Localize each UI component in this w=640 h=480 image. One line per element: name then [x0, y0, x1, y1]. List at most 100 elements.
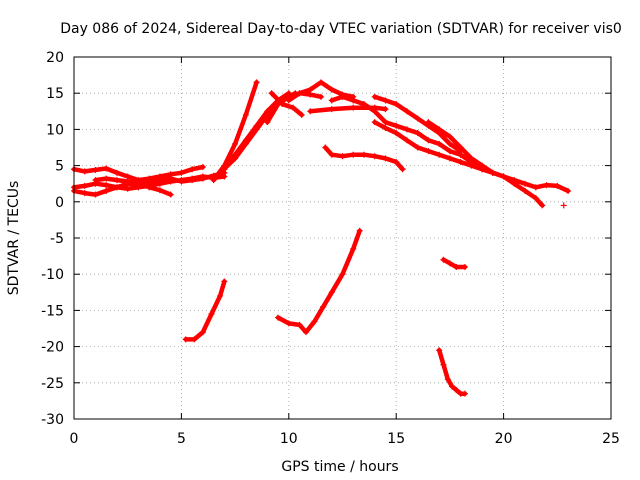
series-arc-11 [307, 104, 389, 115]
data-point [532, 195, 539, 202]
data-point [199, 329, 206, 336]
chart-title: Day 086 of 2024, Sidereal Day-to-day VTE… [60, 21, 622, 37]
data-point [253, 79, 260, 86]
data-point [453, 387, 460, 394]
series-arc-12 [328, 93, 464, 158]
x-tick-label: 0 [70, 431, 79, 447]
data-point [453, 263, 460, 270]
series-arc-16 [457, 151, 546, 209]
data-point [339, 153, 346, 160]
x-tick-label: 25 [602, 431, 620, 447]
data-point [360, 101, 367, 108]
data-point [350, 97, 357, 104]
data-point [92, 166, 99, 173]
series-arc-9 [268, 90, 305, 118]
data-point [382, 97, 389, 104]
data-point [436, 151, 443, 158]
data-point [393, 122, 400, 129]
data-point [425, 119, 432, 126]
data-point [457, 151, 464, 158]
data-point [414, 144, 421, 151]
data-point [124, 178, 131, 185]
data-point [232, 151, 239, 158]
data-point [124, 173, 131, 180]
data-point [414, 130, 421, 137]
series-arc-19 [275, 227, 363, 336]
data-point [350, 104, 357, 111]
data-point [320, 303, 327, 310]
data-point [440, 361, 447, 368]
data-point [522, 187, 529, 194]
data-point [543, 182, 550, 189]
data-point [382, 155, 389, 162]
data-point [371, 119, 378, 126]
data-point [436, 140, 443, 147]
data-point [371, 93, 378, 100]
data-point [298, 111, 305, 118]
data-point [279, 101, 286, 108]
data-point [554, 182, 561, 189]
data-point [311, 318, 318, 325]
data-point [302, 329, 309, 336]
x-tick-label: 20 [495, 431, 513, 447]
data-point [371, 153, 378, 160]
data-point [318, 93, 325, 100]
data-point [360, 151, 367, 158]
y-axis-label: SDTVAR / TECUs [6, 181, 22, 296]
data-point [178, 178, 185, 185]
data-point [135, 180, 142, 187]
data-point [167, 175, 174, 182]
data-point [425, 148, 432, 155]
data-point [436, 347, 443, 354]
data-point [253, 122, 260, 129]
data-point [124, 185, 131, 192]
x-tick-label: 15 [387, 431, 405, 447]
data-point [350, 151, 357, 158]
data-point [403, 137, 410, 144]
data-point [113, 169, 120, 176]
data-point [189, 166, 196, 173]
data-point [307, 86, 314, 93]
data-point [399, 166, 406, 173]
data-point [307, 91, 314, 98]
data-point [446, 148, 453, 155]
data-point [328, 106, 335, 113]
data-point [81, 182, 88, 189]
data-point [532, 184, 539, 191]
data-point [328, 151, 335, 158]
data-point [414, 115, 421, 122]
data-point [92, 177, 99, 184]
x-tick-label: 5 [177, 431, 186, 447]
data-point [210, 177, 217, 184]
data-traces [71, 79, 572, 397]
series-arc-20 [440, 256, 468, 270]
data-point [275, 314, 282, 321]
data-point [382, 124, 389, 131]
data-point [113, 177, 120, 184]
data-point [307, 108, 314, 115]
data-point [268, 90, 275, 97]
data-point [242, 137, 249, 144]
data-point [449, 383, 456, 390]
y-tick-label: -5 [50, 231, 64, 247]
data-point [242, 111, 249, 118]
data-point [217, 292, 224, 299]
data-point [296, 90, 303, 97]
data-point [457, 144, 464, 151]
y-tick-label: -10 [41, 267, 64, 283]
data-point [199, 164, 206, 171]
data-point [446, 140, 453, 147]
data-point [178, 169, 185, 176]
y-tick-label: -15 [41, 303, 64, 319]
data-point [103, 175, 110, 182]
data-point [103, 165, 110, 172]
data-point [446, 133, 453, 140]
data-point [146, 184, 153, 191]
y-tick-label: 5 [55, 159, 64, 175]
data-point [264, 119, 271, 126]
data-point [350, 245, 357, 252]
data-point [440, 256, 447, 263]
x-tick-label: 10 [280, 431, 298, 447]
data-point [232, 140, 239, 147]
series-arc-18 [182, 278, 228, 343]
